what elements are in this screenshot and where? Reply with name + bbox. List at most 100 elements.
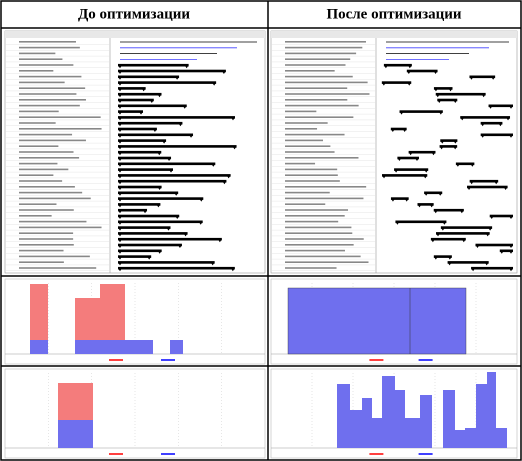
task-text xyxy=(285,145,331,147)
task-bar xyxy=(440,139,458,142)
task-bar xyxy=(417,203,434,206)
task-bar xyxy=(118,121,183,125)
task-text xyxy=(19,99,86,101)
task-bar xyxy=(118,191,179,195)
task-bar xyxy=(435,92,486,96)
task-text xyxy=(285,87,348,89)
load-over xyxy=(58,383,93,420)
task-text xyxy=(19,128,102,130)
bar-end xyxy=(424,192,443,196)
task-text xyxy=(285,58,351,60)
bar-end xyxy=(469,181,499,185)
load-ok xyxy=(350,410,362,448)
task-text xyxy=(19,139,86,142)
legend-swatch xyxy=(369,453,384,455)
bar-end xyxy=(118,210,148,214)
task-text xyxy=(19,267,97,269)
task-bar xyxy=(118,75,180,79)
task-bar xyxy=(118,156,172,160)
bar-end xyxy=(489,216,513,219)
load-ok xyxy=(455,430,465,448)
task-text xyxy=(19,52,56,55)
task-bar xyxy=(455,162,475,166)
task-text xyxy=(285,168,338,171)
task-text xyxy=(285,157,359,159)
bar-end xyxy=(397,158,419,161)
task-text xyxy=(285,162,316,165)
task-text xyxy=(19,174,54,176)
load-ok xyxy=(75,340,153,354)
task-text xyxy=(19,104,80,107)
task-bar xyxy=(118,197,204,200)
task-bar xyxy=(118,237,222,241)
bar-end xyxy=(390,129,407,132)
load-ok xyxy=(362,398,372,448)
task-text xyxy=(19,255,90,258)
task-bar xyxy=(118,150,162,154)
task-bar xyxy=(394,168,429,171)
task-text xyxy=(19,220,87,223)
load-ok xyxy=(487,372,496,448)
task-bar xyxy=(118,139,167,142)
column-header: После оптимизации xyxy=(326,6,461,22)
task-bar xyxy=(436,232,490,235)
task-text xyxy=(285,215,345,217)
load-ok xyxy=(476,384,487,448)
task-bar xyxy=(118,226,171,229)
load-over xyxy=(30,284,48,340)
task-text xyxy=(19,186,75,188)
task-bar xyxy=(469,75,496,79)
task-text xyxy=(19,191,83,194)
load-ok xyxy=(170,340,183,354)
task-bar xyxy=(471,266,513,270)
task-text xyxy=(19,244,74,246)
legend-swatch xyxy=(109,453,123,455)
task-bar xyxy=(469,179,499,183)
task-text xyxy=(19,145,59,147)
load-over xyxy=(100,284,125,340)
task-bar xyxy=(499,249,513,253)
task-text xyxy=(19,122,56,124)
task-text xyxy=(285,209,349,211)
bar-end xyxy=(118,256,152,260)
task-text xyxy=(285,133,345,136)
task-text xyxy=(285,255,361,258)
task-text xyxy=(19,197,91,200)
load-over xyxy=(75,298,100,340)
task-text xyxy=(19,75,82,78)
task-text xyxy=(285,261,369,263)
task-text xyxy=(285,110,317,113)
task-bar xyxy=(381,81,412,84)
load-ok xyxy=(405,418,420,448)
task-bar xyxy=(489,214,513,218)
task-text xyxy=(285,139,324,142)
load-ok xyxy=(372,418,382,448)
task-bar xyxy=(118,87,146,90)
task-text xyxy=(285,151,335,153)
task-text xyxy=(285,75,353,78)
task-text xyxy=(19,41,76,43)
task-text xyxy=(19,81,65,84)
bar-end xyxy=(499,250,513,254)
load-ok xyxy=(382,376,395,448)
load-ok xyxy=(496,428,507,448)
bar-end xyxy=(394,169,429,173)
task-text xyxy=(285,93,370,95)
load-ok xyxy=(30,340,48,354)
task-bar xyxy=(480,121,503,125)
task-text xyxy=(19,162,58,165)
task-text xyxy=(19,93,77,95)
load-ok xyxy=(420,395,432,448)
load-ok xyxy=(443,390,455,448)
task-text xyxy=(285,46,363,49)
task-bar xyxy=(118,168,174,171)
bar-end xyxy=(440,140,458,144)
legend-swatch xyxy=(109,359,123,361)
task-bar xyxy=(118,133,194,137)
task-bar xyxy=(447,261,489,264)
bar-end xyxy=(406,71,438,74)
task-text xyxy=(285,41,366,43)
task-bar xyxy=(118,63,189,67)
load-ok xyxy=(337,384,350,448)
task-text xyxy=(19,209,74,211)
